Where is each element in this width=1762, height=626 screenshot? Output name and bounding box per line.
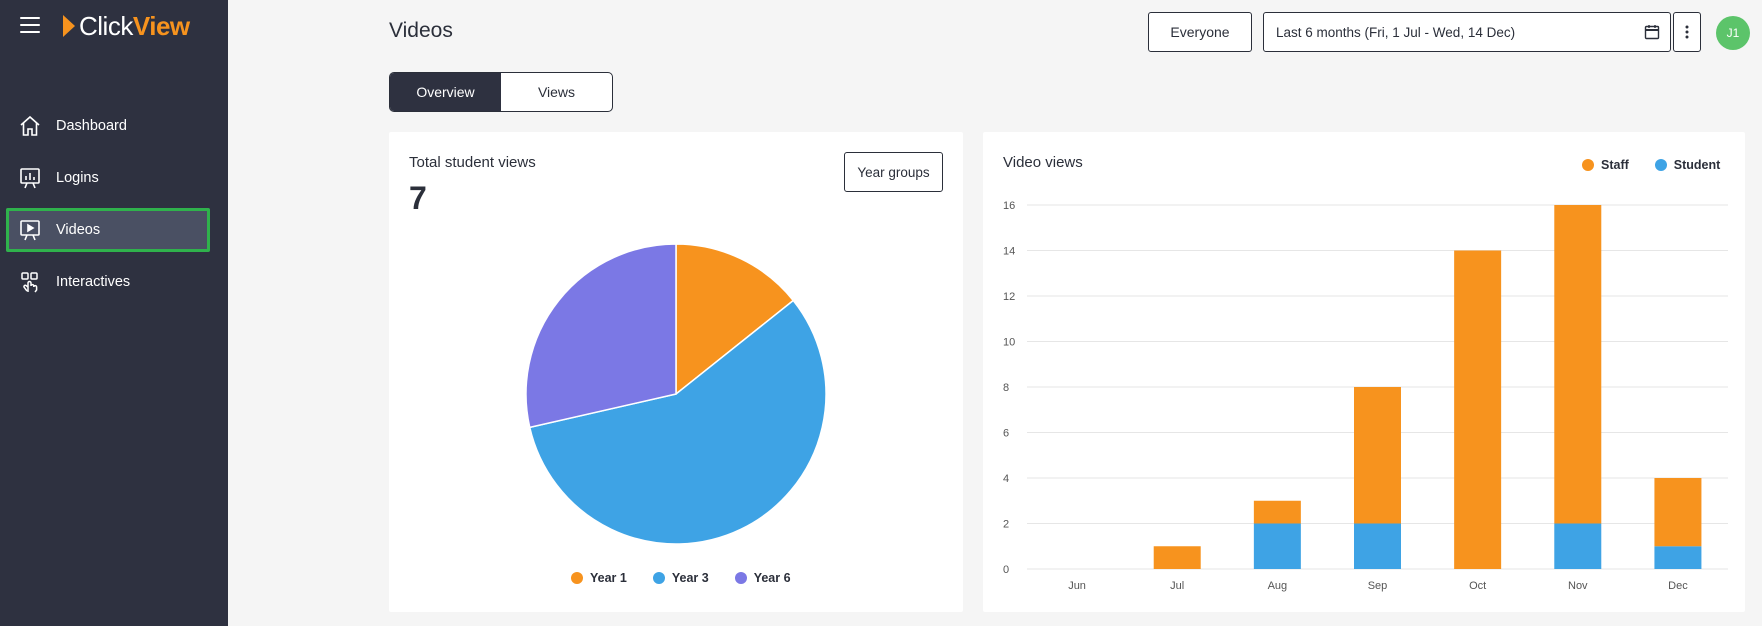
bar-student-aug[interactable] (1253, 523, 1301, 570)
sidebar-item-label: Interactives (56, 274, 131, 290)
pie-slice-year-6[interactable] (525, 243, 677, 429)
x-tick-label: Sep (1368, 580, 1388, 592)
legend-item-student[interactable]: Student (1654, 158, 1721, 172)
pie-slice-year-3[interactable] (528, 299, 827, 545)
tab-views[interactable]: Views (537, 84, 576, 100)
bar-staff-sep[interactable] (1354, 387, 1401, 524)
hand-pointer-icon (18, 270, 42, 294)
sidebar-item-dashboard[interactable]: Dashboard (6, 104, 210, 148)
sidebar-item-videos[interactable]: Videos (6, 208, 210, 252)
sidebar-item-label: Dashboard (56, 118, 127, 134)
sidebar-item-label: Videos (56, 222, 101, 238)
legend-item-staff[interactable]: Staff (1582, 158, 1629, 172)
legend-label: Year 1 (590, 571, 627, 585)
pie-chart (525, 243, 827, 545)
legend-dot (1582, 159, 1594, 171)
y-tick-label: 6 (1003, 428, 1009, 440)
logo-play-icon (63, 15, 75, 37)
logo-view: View (132, 11, 190, 41)
legend-item-year-1[interactable]: Year 1 (571, 571, 627, 585)
bar-student-sep[interactable] (1354, 523, 1401, 570)
legend-label: Staff (1601, 158, 1629, 172)
x-tick-label: Jun (1068, 580, 1086, 592)
x-tick-label: Dec (1668, 580, 1688, 592)
y-tick-label: 16 (1003, 200, 1015, 212)
legend-dot (652, 572, 665, 584)
presentation-chart-icon (18, 166, 42, 190)
date-range-picker[interactable]: Last 6 months (Fri, 1 Jul - Wed, 14 Dec) (1263, 12, 1671, 52)
legend-item-year-6[interactable]: Year 6 (734, 571, 791, 585)
pie-slice-year-1[interactable] (675, 243, 795, 396)
bar-staff-aug[interactable] (1253, 500, 1301, 524)
x-tick-label: Aug (1268, 580, 1288, 592)
logo-click: Click (79, 11, 133, 41)
more-options-button[interactable] (1673, 12, 1701, 52)
bar-chart: 0 2 4 6 8 10 12 14 16 Jun Jul Aug Sep Oct Nov Dec (1003, 200, 1728, 592)
user-avatar[interactable]: J1 (1716, 16, 1750, 50)
date-range-value: Last 6 months (Fri, 1 Jul - Wed, 14 Dec) (1276, 24, 1516, 40)
y-tick-label: 12 (1003, 291, 1015, 303)
y-tick-label: 8 (1003, 382, 1009, 394)
more-vertical-icon (1685, 25, 1689, 39)
bar-staff-nov[interactable] (1554, 205, 1602, 524)
bar-legend: Staff Student (1582, 158, 1720, 172)
calendar-icon[interactable] (1644, 24, 1660, 43)
y-tick-label: 10 (1003, 337, 1015, 349)
y-tick-label: 0 (1003, 564, 1009, 576)
menu-icon[interactable] (20, 17, 40, 33)
total-student-views-value: 7 (409, 180, 427, 216)
legend-label: Student (1673, 158, 1721, 172)
video-views-card: Video views Staff Student 0 2 4 6 8 10 12 14 16 J… (983, 132, 1745, 612)
y-tick-label: 2 (1003, 519, 1009, 531)
legend-dot (1654, 159, 1667, 171)
audience-filter-button[interactable]: Everyone (1148, 12, 1252, 52)
card-title: Total student views (409, 154, 536, 171)
legend-label: Year 6 (753, 571, 791, 585)
sidebar: ClickView Dashboard Logins Videos Intera… (0, 0, 228, 626)
student-views-card: Total student views 7 Year groups Year 1… (389, 132, 963, 612)
bar-student-dec[interactable] (1654, 546, 1702, 569)
bar-staff-jul[interactable] (1153, 546, 1201, 569)
view-tabs: Overview Views (389, 72, 613, 112)
pie-legend: Year 1 Year 3 Year 6 (571, 571, 791, 585)
legend-dot (571, 572, 583, 584)
year-groups-button[interactable]: Year groups (844, 152, 943, 192)
home-icon (18, 114, 42, 138)
video-screen-icon (18, 218, 42, 242)
sidebar-item-logins[interactable]: Logins (6, 156, 210, 200)
sidebar-item-label: Logins (56, 170, 99, 186)
x-tick-label: Jul (1170, 580, 1184, 592)
clickview-logo[interactable]: ClickView (63, 13, 190, 39)
sidebar-nav: Dashboard Logins Videos Interactives (6, 104, 210, 312)
y-tick-label: 4 (1003, 473, 1009, 485)
bar-student-nov[interactable] (1554, 523, 1602, 570)
legend-item-year-3[interactable]: Year 3 (652, 571, 709, 585)
card-title: Video views (1003, 154, 1083, 171)
x-tick-label: Oct (1469, 580, 1486, 592)
legend-dot (734, 572, 747, 584)
legend-label: Year 3 (671, 571, 709, 585)
bar-staff-oct[interactable] (1454, 250, 1502, 570)
sidebar-item-interactives[interactable]: Interactives (6, 260, 210, 304)
page-title: Videos (389, 19, 453, 42)
tab-overview[interactable]: Overview (390, 73, 501, 111)
bar-staff-dec[interactable] (1654, 478, 1702, 547)
y-tick-label: 14 (1003, 246, 1015, 258)
x-tick-label: Nov (1568, 580, 1588, 592)
